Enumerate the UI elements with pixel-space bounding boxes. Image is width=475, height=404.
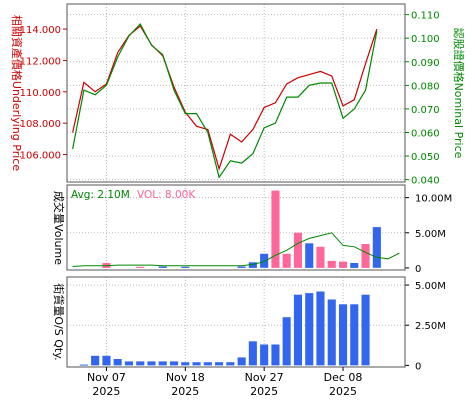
- volume-bar: [181, 266, 190, 268]
- volume-bar: [316, 246, 325, 268]
- volume-bar: [339, 261, 348, 268]
- os-qty-panel-frame: [66, 276, 406, 368]
- right-tick-label: 0.040: [411, 176, 440, 187]
- os-qty-bar: [147, 361, 156, 366]
- os-qty-bar: [339, 304, 348, 366]
- right-axis-title: 認股證價格Nominal Price: [452, 28, 466, 159]
- os-qty-bar: [271, 344, 280, 366]
- volume-bar: [293, 232, 302, 268]
- os-qty-tick-label: 5.00M: [415, 281, 446, 292]
- os-qty-bar: [192, 362, 201, 366]
- volume-tick-label: 5.00M: [415, 229, 446, 240]
- os-qty-bar: [136, 361, 145, 366]
- label-layer: 106.000 108.000 110.000 112.000 114.000 0.040…: [10, 11, 466, 398]
- os-qty-bar: [226, 362, 235, 366]
- left-axis-title: 相關資產價格Underlying Price: [10, 15, 24, 171]
- price-panel-frame: [66, 3, 406, 183]
- os-qty-bar: [158, 361, 167, 366]
- os-qty-bar: [293, 294, 302, 366]
- volume-bar: [350, 263, 359, 268]
- volume-bar: [158, 266, 167, 268]
- volume-bar: [271, 190, 280, 268]
- avg-volume-line: [72, 232, 400, 267]
- x-tick-label-date: Nov 27: [245, 371, 284, 384]
- x-tick-label-year: 2025: [250, 385, 278, 398]
- os-qty-bar: [91, 355, 100, 366]
- right-tick-label: 0.090: [411, 58, 440, 69]
- os-qty-bar: [203, 362, 212, 366]
- os-qty-bar: [282, 317, 291, 366]
- left-tick-label: 108.000: [20, 119, 61, 130]
- x-tick-label-date: Dec 08: [324, 371, 363, 384]
- x-tick-label-date: Nov 07: [87, 371, 126, 384]
- volume-bar: [237, 266, 246, 268]
- os-qty-bar: [102, 355, 111, 366]
- os-qty-bar: [316, 291, 325, 366]
- os-qty-bar: [237, 357, 246, 366]
- os-qty-bar: [350, 304, 359, 366]
- os-qty-bar: [260, 344, 269, 366]
- avg-volume-label: Avg: 2.10M: [71, 189, 130, 201]
- latest-volume-label: VOL: 8.00K: [137, 189, 196, 201]
- volume-bar: [361, 244, 370, 268]
- x-tick-label-date: Nov 18: [166, 371, 205, 384]
- volume-bar: [136, 266, 145, 268]
- volume-tick-label: 10.00M: [415, 194, 452, 205]
- right-tick-label: 0.060: [411, 128, 440, 139]
- os-qty-bar: [170, 361, 179, 366]
- os-qty-bar: [305, 293, 314, 366]
- os-qty-bar: [113, 359, 122, 366]
- volume-bar: [282, 253, 291, 268]
- x-tick-label-year: 2025: [92, 385, 120, 398]
- left-tick-label: 114.000: [20, 25, 61, 36]
- left-tick-label: 110.000: [20, 88, 61, 99]
- os-qty-bar: [327, 299, 336, 366]
- os-qty-bar: [79, 364, 88, 366]
- os-qty-bar: [361, 294, 370, 366]
- nominal-line: [72, 22, 378, 179]
- frame-layer: [63, 3, 409, 371]
- right-tick-label: 0.080: [411, 81, 440, 92]
- left-tick-label: 106.000: [20, 151, 61, 162]
- os-qty-bar: [215, 362, 224, 366]
- x-tick-label-year: 2025: [171, 385, 199, 398]
- os-qty-axis-title: 街貨量O/S Qty.: [52, 283, 66, 360]
- underlying-line: [72, 25, 378, 171]
- os-qty-bar: [124, 361, 133, 366]
- os-qty-bar: [248, 341, 257, 366]
- volume-bar: [305, 243, 314, 268]
- volume-axis-title: 成交量Volume: [52, 191, 66, 265]
- os-qty-tick-label: 0: [415, 361, 421, 372]
- volume-bar: [327, 260, 336, 268]
- volume-tick-label: 0: [415, 264, 421, 275]
- os-qty-bar: [181, 362, 190, 366]
- right-tick-label: 0.050: [411, 152, 440, 163]
- volume-bar: [372, 227, 381, 268]
- left-tick-label: 112.000: [20, 56, 61, 67]
- right-tick-label: 0.070: [411, 105, 440, 116]
- volume-panel-frame: [66, 184, 406, 271]
- right-tick-label: 0.110: [411, 11, 440, 22]
- volume-bar: [260, 253, 269, 268]
- marks-layer: [72, 22, 400, 366]
- os-qty-tick-label: 2.50M: [415, 321, 446, 332]
- right-tick-label: 0.100: [411, 34, 440, 45]
- volume-bar: [248, 262, 257, 268]
- x-tick-label-year: 2025: [329, 385, 357, 398]
